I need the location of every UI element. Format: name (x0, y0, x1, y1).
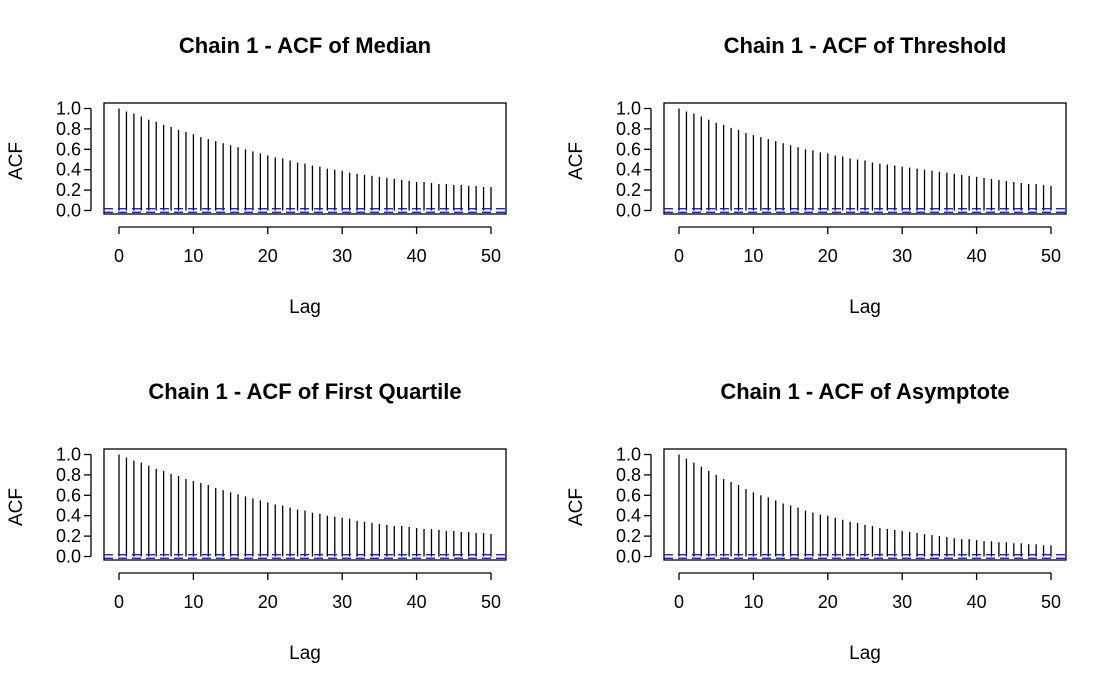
x-tick-label: 40 (407, 592, 427, 612)
bars-layer (118, 108, 492, 211)
y-tick-label: 0.6 (616, 139, 641, 159)
y-tick-label: 0.8 (616, 119, 641, 139)
acf-panel-median: Chain 1 - ACF of Median 0.00.20.40.60.81… (6, 33, 507, 318)
y-tick-label: 0.0 (616, 201, 641, 221)
x-tick-label: 50 (481, 246, 501, 266)
plot-frame (663, 102, 1067, 215)
y-tick-label: 0.8 (56, 119, 81, 139)
x-tick-label: 40 (967, 592, 987, 612)
x-axis-label: Lag (849, 643, 881, 664)
x-axis: 0 10 20 30 40 50 (674, 226, 1061, 266)
y-axis: 0.00.20.40.60.81.0 (56, 445, 92, 567)
y-axis-label: ACF (566, 488, 587, 526)
plot-frame (663, 448, 1067, 561)
x-tick-label: 0 (674, 246, 684, 266)
y-tick-label: 0.4 (56, 506, 81, 526)
x-axis: 0 10 20 30 40 50 (114, 226, 501, 266)
bars-layer (678, 108, 1052, 211)
x-tick-label: 30 (892, 592, 912, 612)
y-axis: 0.00.20.40.60.81.0 (616, 445, 652, 567)
chart-title: Chain 1 - ACF of Threshold (724, 33, 1007, 58)
y-tick-label: 1.0 (56, 99, 81, 119)
x-axis-label: Lag (289, 297, 321, 318)
x-tick-label: 0 (114, 592, 124, 612)
x-axis-label: Lag (849, 297, 881, 318)
x-tick-label: 10 (183, 592, 203, 612)
chart-title: Chain 1 - ACF of Median (179, 33, 431, 58)
bars-layer (118, 454, 492, 557)
chart-title: Chain 1 - ACF of Asymptote (720, 379, 1009, 404)
y-tick-label: 0.6 (616, 485, 641, 505)
x-tick-label: 10 (743, 246, 763, 266)
plot-frame (103, 102, 507, 215)
x-tick-label: 30 (892, 246, 912, 266)
y-tick-label: 0.6 (56, 139, 81, 159)
y-tick-label: 0.8 (56, 465, 81, 485)
x-tick-label: 20 (258, 592, 278, 612)
y-axis: 0.00.20.40.60.81.0 (56, 99, 92, 221)
y-tick-label: 0.4 (56, 160, 81, 180)
confidence-band-layer (664, 208, 1066, 213)
x-tick-label: 40 (967, 246, 987, 266)
acf-panel-first-quartile: Chain 1 - ACF of First Quartile 0.00.20.… (6, 379, 507, 664)
y-tick-label: 0.2 (616, 180, 641, 200)
y-tick-label: 0.8 (616, 465, 641, 485)
y-axis-label: ACF (6, 488, 27, 526)
y-tick-label: 0.0 (616, 547, 641, 567)
x-axis-label: Lag (289, 643, 321, 664)
y-tick-label: 0.4 (616, 160, 641, 180)
y-tick-label: 0.0 (56, 201, 81, 221)
y-axis-label: ACF (6, 142, 27, 180)
confidence-band-layer (664, 554, 1066, 559)
y-tick-label: 0.2 (56, 526, 81, 546)
y-tick-label: 1.0 (616, 99, 641, 119)
x-tick-label: 10 (743, 592, 763, 612)
y-tick-label: 1.0 (56, 445, 81, 465)
y-tick-label: 0.6 (56, 485, 81, 505)
x-tick-label: 20 (258, 246, 278, 266)
x-tick-label: 50 (481, 592, 501, 612)
x-axis: 0 10 20 30 40 50 (674, 572, 1061, 612)
acf-panel-threshold: Chain 1 - ACF of Threshold 0.00.20.40.60… (566, 33, 1067, 318)
plot-frame (103, 448, 507, 561)
y-axis: 0.00.20.40.60.81.0 (616, 99, 652, 221)
confidence-band-layer (104, 208, 506, 213)
chart-title: Chain 1 - ACF of First Quartile (148, 379, 461, 404)
y-tick-label: 0.2 (56, 180, 81, 200)
x-tick-label: 0 (674, 592, 684, 612)
x-tick-label: 50 (1041, 246, 1061, 266)
y-tick-label: 0.2 (616, 526, 641, 546)
x-tick-label: 20 (818, 592, 838, 612)
x-tick-label: 0 (114, 246, 124, 266)
confidence-band-layer (104, 554, 506, 559)
x-tick-label: 40 (407, 246, 427, 266)
bars-layer (678, 454, 1052, 557)
y-axis-label: ACF (566, 142, 587, 180)
y-tick-label: 1.0 (616, 445, 641, 465)
x-tick-label: 50 (1041, 592, 1061, 612)
acf-panel-asymptote: Chain 1 - ACF of Asymptote 0.00.20.40.60… (566, 379, 1067, 664)
x-tick-label: 10 (183, 246, 203, 266)
x-axis: 0 10 20 30 40 50 (114, 572, 501, 612)
y-tick-label: 0.4 (616, 506, 641, 526)
x-tick-label: 30 (332, 246, 352, 266)
x-tick-label: 20 (818, 246, 838, 266)
x-tick-label: 30 (332, 592, 352, 612)
y-tick-label: 0.0 (56, 547, 81, 567)
